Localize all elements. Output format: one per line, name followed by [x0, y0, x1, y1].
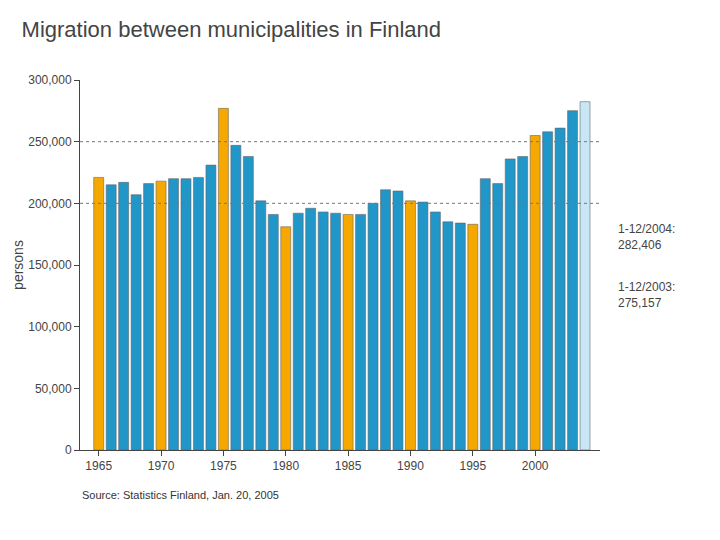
svg-text:0: 0 — [65, 443, 72, 457]
svg-text:1995: 1995 — [459, 459, 486, 473]
svg-text:1990: 1990 — [397, 459, 424, 473]
svg-text:50,000: 50,000 — [35, 382, 72, 396]
svg-text:300,000: 300,000 — [28, 73, 72, 87]
svg-text:Source: Statistics Finland, Ja: Source: Statistics Finland, Jan. 20, 200… — [82, 489, 279, 501]
svg-text:1980: 1980 — [272, 459, 299, 473]
svg-text:150,000: 150,000 — [28, 258, 72, 272]
svg-text:1985: 1985 — [335, 459, 362, 473]
svg-text:250,000: 250,000 — [28, 135, 72, 149]
svg-text:1970: 1970 — [148, 459, 175, 473]
svg-text:1965: 1965 — [85, 459, 112, 473]
svg-text:1975: 1975 — [210, 459, 237, 473]
svg-text:1-12/2003:275,157: 1-12/2003:275,157 — [618, 280, 675, 310]
svg-text:1-12/2004:282,406: 1-12/2004:282,406 — [618, 222, 675, 252]
svg-text:persons: persons — [10, 240, 26, 290]
svg-text:100,000: 100,000 — [28, 320, 72, 334]
svg-text:200,000: 200,000 — [28, 197, 72, 211]
svg-text:Migration between municipaliti: Migration between municipalities in Finl… — [22, 17, 441, 42]
svg-text:2000: 2000 — [522, 459, 549, 473]
